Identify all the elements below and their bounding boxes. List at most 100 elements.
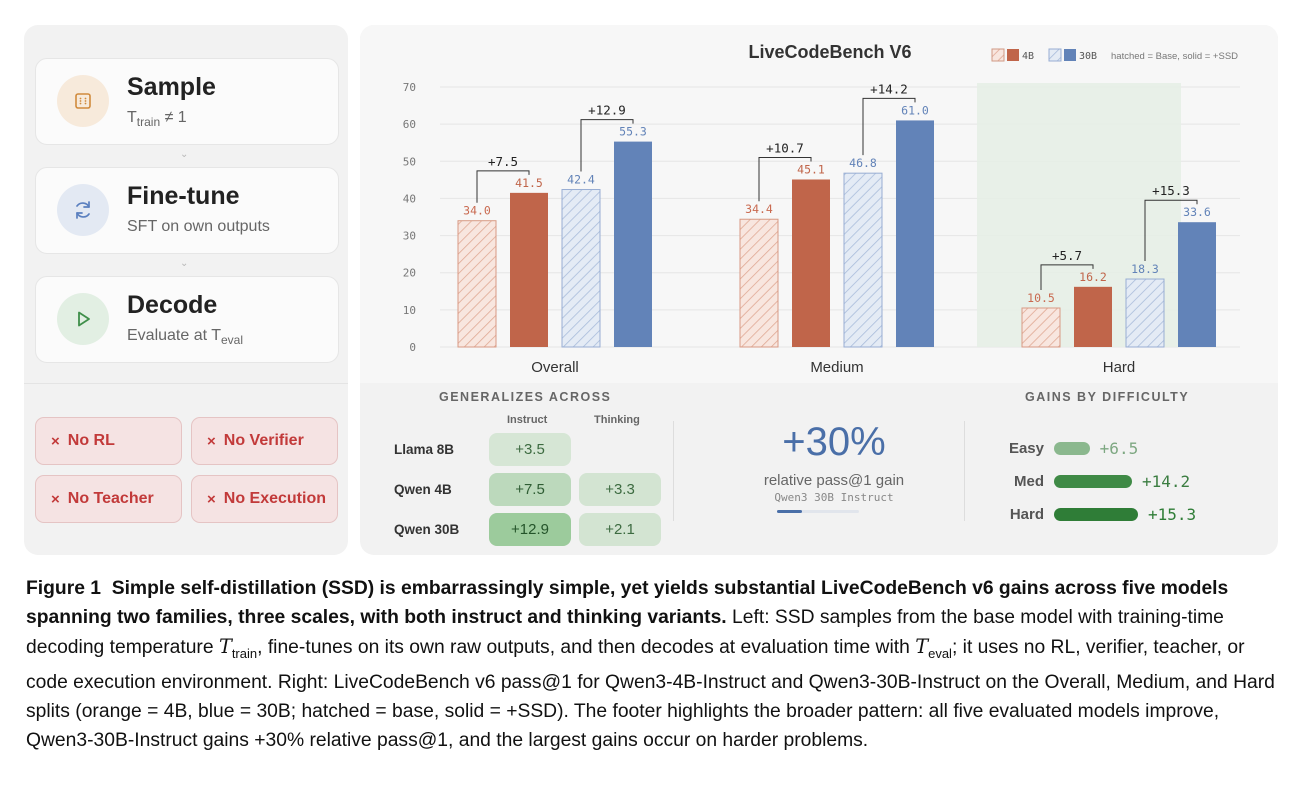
step-card-finetune: Fine-tune SFT on own outputs — [35, 167, 339, 254]
play-icon — [57, 293, 109, 345]
step-card-decode: Decode Evaluate at Teval — [35, 276, 339, 363]
bar-chart: 0 10 20 30 40 50 60 70 34.0 41.5 42.4 55.3 Overall +… — [403, 42, 1240, 376]
caption-bold: Simple self-distillation (SSD) is embarr… — [26, 578, 1229, 628]
gen-row-label: Qwen 30B — [394, 522, 460, 537]
caption-text: ; it uses no RL, verifier, teacher, or c… — [26, 637, 1275, 751]
chevron-down-icon: ⌄ — [180, 258, 189, 269]
step-title: Decode — [127, 291, 218, 319]
bar-4b-ssd — [792, 179, 830, 347]
legend-swatch-30b-ssd — [1064, 49, 1076, 61]
headline-value: +30% — [782, 420, 886, 464]
difficulty-value-hard: +15.3 — [1148, 505, 1197, 524]
bar-value-label: 45.1 — [797, 162, 825, 176]
gen-cell-qwen4b-thinking: +3.3 — [579, 473, 661, 506]
legend-swatch-30b-base — [1048, 48, 1062, 62]
difficulty-bar-easy — [1054, 442, 1090, 455]
y-tick-label: 30 — [403, 230, 416, 243]
gain-bracket — [476, 170, 530, 203]
gain-label: +10.7 — [766, 140, 804, 155]
constraint-no-rl: × No RL — [35, 417, 182, 465]
x-category-label: Medium — [810, 359, 863, 376]
y-tick-label: 0 — [409, 341, 416, 354]
chart-area: 0 10 20 30 40 50 60 70 34.0 41.5 42.4 55.3 Overall +… — [360, 25, 1278, 383]
bar-value-label: 55.3 — [619, 125, 647, 139]
eval-sub: eval — [928, 645, 952, 661]
bar-30b-ssd — [896, 120, 934, 347]
y-tick-label: 60 — [403, 118, 416, 131]
gain-label: +12.9 — [588, 103, 626, 118]
difficulty-bar-hard — [1054, 508, 1138, 521]
legend-swatch-4b-base — [991, 48, 1005, 62]
y-tick-label: 20 — [403, 267, 416, 280]
bar-4b-ssd — [510, 192, 548, 347]
gain-bracket — [758, 156, 812, 202]
bar-4b-base — [1021, 307, 1061, 348]
constraint-no-verifier: × No Verifier — [191, 417, 338, 465]
divider — [673, 421, 674, 521]
difficulty-value-easy: +6.5 — [1099, 439, 1139, 458]
col-head-thinking: Thinking — [594, 414, 640, 426]
gain-label: +7.5 — [488, 154, 518, 169]
difficulty-label: Hard — [1009, 506, 1044, 523]
grid-icon — [57, 75, 109, 127]
bar-4b-base — [739, 218, 779, 348]
difficulty-bar-med — [1054, 475, 1132, 488]
train-sub: train — [231, 645, 258, 661]
col-head-instruct: Instruct — [507, 414, 548, 426]
legend-label-4b: 4B — [1022, 51, 1034, 62]
figure-caption: Figure 1 Simple self-distillation (SSD) … — [26, 574, 1288, 755]
x-category-label: Hard — [1103, 359, 1136, 376]
chevron-down-icon: ⌄ — [180, 149, 189, 160]
refresh-icon — [57, 184, 109, 236]
gain-bracket — [580, 119, 634, 172]
gain-label: +15.3 — [1152, 183, 1190, 198]
bar-30b-ssd — [1178, 222, 1216, 347]
bar-value-label: 18.3 — [1131, 262, 1159, 276]
gen-cell-llama8b-instruct: +3.5 — [489, 433, 571, 466]
cross-icon: × — [207, 432, 216, 450]
step-card-sample: Sample Ttrain ≠ 1 — [35, 58, 339, 145]
bar-value-label: 61.0 — [901, 103, 929, 117]
bar-value-label: 16.2 — [1079, 270, 1107, 284]
bar-30b-ssd — [614, 141, 652, 347]
t-symbol: T — [915, 635, 929, 658]
generalizes-title: GENERALIZES ACROSS — [439, 390, 612, 404]
gain-bracket — [862, 97, 916, 156]
gen-cell-qwen30b-instruct: +12.9 — [489, 513, 571, 546]
left-panel: Sample Ttrain ≠ 1 ⌄ Fine-tune SFT on own… — [24, 25, 348, 555]
divider — [964, 421, 965, 521]
constraint-no-teacher: × No Teacher — [35, 475, 182, 523]
bar-30b-base — [561, 189, 601, 348]
bar-value-label: 33.6 — [1183, 205, 1211, 219]
bar-4b-ssd — [1074, 286, 1112, 347]
step-subtitle: SFT on own outputs — [127, 218, 270, 235]
right-panel: 0 10 20 30 40 50 60 70 34.0 41.5 42.4 55.3 Overall +… — [360, 25, 1278, 555]
caption-text: , fine-tunes on its own raw outputs, and… — [257, 637, 910, 658]
y-tick-label: 70 — [403, 81, 416, 94]
difficulty-label: Med — [1014, 473, 1044, 490]
figure-label: Figure 1 — [26, 578, 101, 599]
bar-value-label: 46.8 — [849, 156, 877, 170]
chart-title: LiveCodeBench V6 — [748, 42, 911, 62]
difficulty-value-med: +14.2 — [1141, 472, 1191, 491]
difficulty-title: GAINS BY DIFFICULTY — [1025, 390, 1190, 404]
headline-progress-fill — [777, 510, 802, 513]
cross-icon: × — [207, 490, 216, 508]
bar-30b-base — [843, 172, 883, 348]
bar-value-label: 41.5 — [515, 176, 543, 190]
headline-progress-track — [777, 510, 859, 513]
step-title: Sample — [127, 73, 216, 101]
cross-icon: × — [51, 432, 60, 450]
cross-icon: × — [51, 490, 60, 508]
legend: 4B 30B hatched = Base, solid = +SSD — [991, 48, 1238, 62]
gain-bracket — [1040, 264, 1094, 290]
gain-bracket — [1144, 199, 1198, 262]
step-title: Fine-tune — [127, 182, 240, 210]
bar-30b-base — [1125, 278, 1165, 348]
difficulty-label: Easy — [1008, 440, 1044, 457]
step-subtitle: Ttrain ≠ 1 — [127, 109, 187, 130]
step-subtitle: Evaluate at Teval — [127, 327, 243, 348]
divider — [24, 383, 348, 384]
legend-note: hatched = Base, solid = +SSD — [1111, 51, 1238, 62]
caption-text: Left: SSD samples from the base model wi… — [26, 607, 1224, 658]
